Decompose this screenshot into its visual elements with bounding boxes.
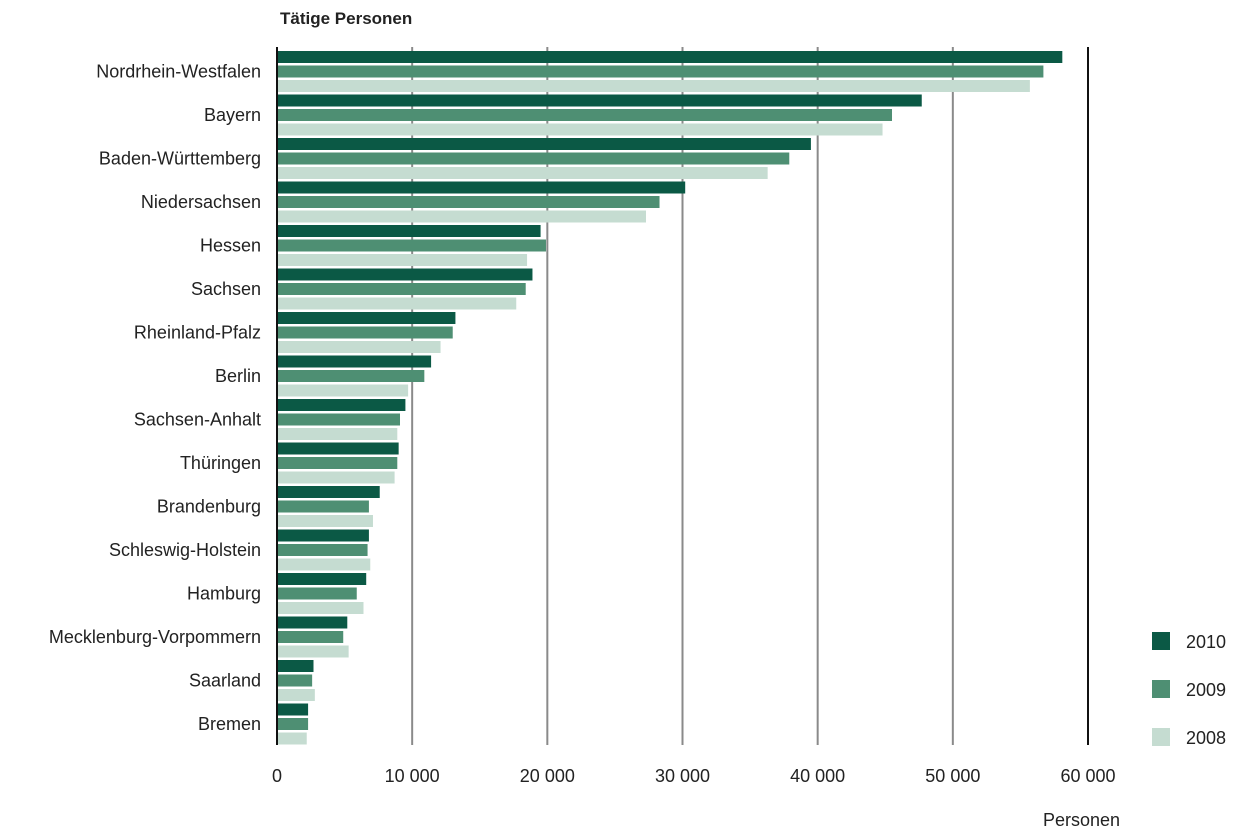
bar-2010 xyxy=(277,181,686,194)
bar-2009 xyxy=(277,152,790,165)
bar-2009 xyxy=(277,457,398,469)
bar-2010 xyxy=(277,529,369,542)
x-tick-label: 10 000 xyxy=(385,766,440,786)
category-label: Hessen xyxy=(200,236,261,256)
bar-2010 xyxy=(277,138,811,150)
x-tick-label: 50 000 xyxy=(925,766,980,786)
x-tick-label: 20 000 xyxy=(520,766,575,786)
bar-2009 xyxy=(277,718,309,730)
legend: 2010 2009 2008 xyxy=(1152,632,1226,748)
legend-swatch-2009 xyxy=(1152,680,1170,698)
category-label: Saarland xyxy=(189,671,261,691)
bar-2010 xyxy=(277,399,406,411)
bar-2009 xyxy=(277,587,357,600)
category-label: Baden-Württemberg xyxy=(99,149,261,169)
category-label: Thüringen xyxy=(180,453,261,473)
bar-2010 xyxy=(277,442,399,455)
bar-2008 xyxy=(277,80,1030,92)
bar-2008 xyxy=(277,167,768,179)
bar-2010 xyxy=(277,94,922,107)
x-tick-label: 30 000 xyxy=(655,766,710,786)
tick-labels: 0 10 000 20 000 30 000 40 000 50 000 60 000 xyxy=(272,766,1116,786)
legend-label: 2010 xyxy=(1186,632,1226,652)
bar-2009 xyxy=(277,674,313,687)
bar-2009 xyxy=(277,544,368,556)
category-label: Rheinland-Pfalz xyxy=(134,323,261,343)
bar-2009 xyxy=(277,500,369,513)
bar-2009 xyxy=(277,370,425,382)
legend-label: 2009 xyxy=(1186,680,1226,700)
bar-2010 xyxy=(277,355,432,368)
category-label: Sachsen-Anhalt xyxy=(134,410,261,430)
bar-2008 xyxy=(277,515,373,527)
gridlines xyxy=(411,47,954,745)
bar-2010 xyxy=(277,616,348,629)
category-label: Hamburg xyxy=(187,584,261,604)
bar-2009 xyxy=(277,631,344,643)
bar-2009 xyxy=(277,283,526,295)
bar-2008 xyxy=(277,428,398,440)
x-axis-label: Personen xyxy=(1043,810,1120,830)
category-label: Nordrhein-Westfalen xyxy=(96,62,261,82)
bar-2010 xyxy=(277,268,533,281)
category-label: Bayern xyxy=(204,105,261,125)
bar-2010 xyxy=(277,573,367,585)
bar-2009 xyxy=(277,109,893,121)
axes xyxy=(276,47,1089,745)
bar-2008 xyxy=(277,602,364,614)
bar-2009 xyxy=(277,326,453,339)
bar-2009 xyxy=(277,239,546,252)
bar-2010 xyxy=(277,486,380,498)
bar-2008 xyxy=(277,558,371,571)
category-label: Berlin xyxy=(215,366,261,386)
x-tick-label: 40 000 xyxy=(790,766,845,786)
bar-2010 xyxy=(277,660,314,672)
bar-2008 xyxy=(277,210,647,223)
legend-label: 2008 xyxy=(1186,728,1226,748)
category-label: Sachsen xyxy=(191,279,261,299)
bar-2009 xyxy=(277,413,401,426)
bar-2009 xyxy=(277,65,1044,78)
category-label: Schleswig-Holstein xyxy=(109,540,261,560)
chart-title: Tätige Personen xyxy=(280,9,412,28)
bar-2008 xyxy=(277,341,441,353)
category-labels: Nordrhein-Westfalen Bayern Baden-Württembe… xyxy=(49,62,261,735)
legend-swatch-2008 xyxy=(1152,728,1170,746)
bar-2008 xyxy=(277,254,528,266)
bar-2008 xyxy=(277,297,517,310)
x-tick-label: 60 000 xyxy=(1060,766,1115,786)
x-tick-label: 0 xyxy=(272,766,282,786)
bar-2010 xyxy=(277,225,541,237)
category-label: Brandenburg xyxy=(157,497,261,517)
bar-2010 xyxy=(277,703,309,716)
bar-2009 xyxy=(277,196,660,208)
category-label: Mecklenburg-Vorpommern xyxy=(49,627,261,647)
category-label: Bremen xyxy=(198,714,261,734)
bar-2010 xyxy=(277,51,1063,63)
category-label: Niedersachsen xyxy=(141,192,261,212)
bar-2008 xyxy=(277,123,883,136)
bars xyxy=(277,51,1063,745)
bar-2008 xyxy=(277,645,349,658)
bar-2008 xyxy=(277,384,409,397)
bar-2008 xyxy=(277,689,315,701)
bar-2010 xyxy=(277,312,456,324)
bar-2008 xyxy=(277,471,395,484)
legend-swatch-2010 xyxy=(1152,632,1170,650)
bar-2008 xyxy=(277,732,307,745)
